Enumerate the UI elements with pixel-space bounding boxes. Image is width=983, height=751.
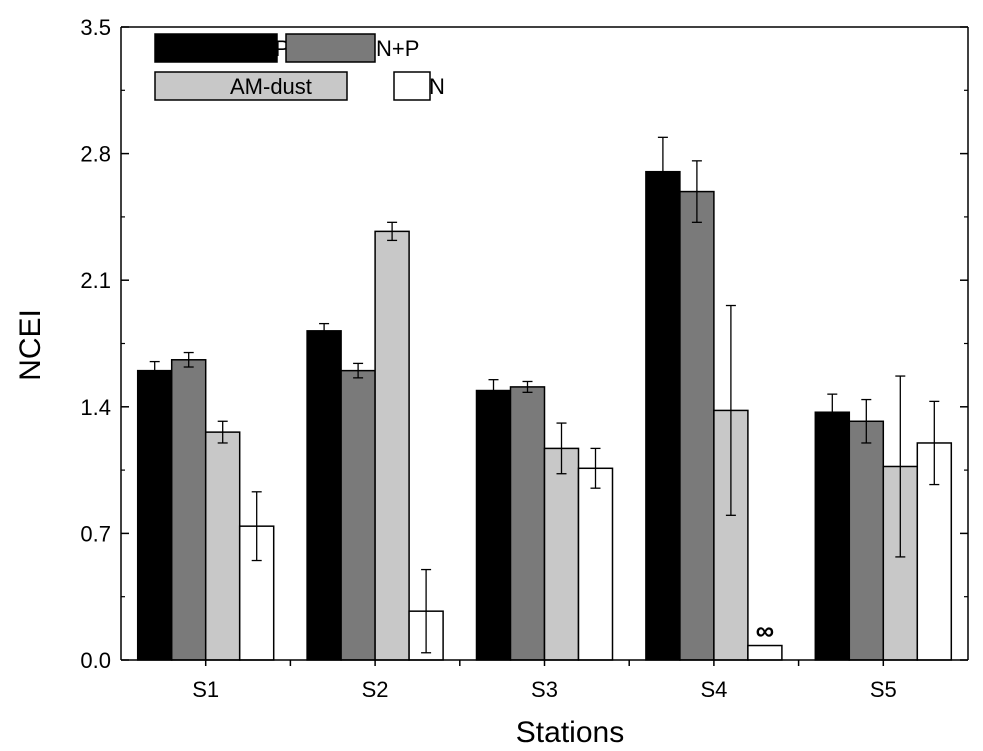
bar-s5-n-p-fe [814, 411, 851, 661]
y-tick-label: 2.1 [80, 268, 111, 293]
axes-layer: 0.0 0.7 1.4 2.1 2.8 3.5 S1 S2 S3 S4 S5 [80, 15, 969, 702]
y-tick-label: 0.0 [80, 648, 111, 673]
y-tick-label: 3.5 [80, 15, 111, 40]
bar-s5-n-p [848, 420, 885, 661]
legend-label: N+P [376, 36, 419, 61]
legend-swatch-n-p [285, 33, 376, 63]
x-tick-label: S1 [192, 677, 219, 702]
legend-swatch-n-p-fe [154, 33, 278, 63]
x-axis-title: Stations [516, 716, 624, 749]
bar-s1-am-dust [204, 431, 241, 661]
y-tick-label: 2.8 [80, 142, 111, 167]
x-tick-label: S5 [870, 677, 897, 702]
bar-s4-n-p-fe [645, 170, 681, 661]
infinity-annotation: ∞ [756, 616, 775, 646]
y-tick-label: 1.4 [80, 395, 111, 420]
bar-s4-n [747, 644, 783, 661]
bar-s2-n-p-fe [306, 330, 342, 661]
bar-s1-n-p [170, 359, 207, 661]
x-tick-label: S3 [531, 677, 558, 702]
legend-label: AM-dust [230, 74, 312, 99]
bar-s3-n-p-fe [475, 389, 512, 661]
x-tick-label: S4 [700, 677, 727, 702]
y-axis-title: NCEI [14, 309, 47, 381]
bar-s1-n-p-fe [136, 369, 173, 661]
bar-s2-n-p [340, 369, 376, 661]
bar-s4-n-p [679, 190, 715, 661]
bars-layer: ∞ [136, 136, 953, 661]
legend-swatch-n [393, 71, 431, 101]
bar-s3-n [577, 467, 614, 661]
legend-swatch-am-dust [154, 71, 348, 101]
bar-s3-n-p [509, 386, 546, 661]
x-tick-label: S2 [362, 677, 389, 702]
bar-s2-am-dust [374, 230, 410, 661]
bar-s3-am-dust [543, 447, 580, 661]
y-tick-label: 0.7 [80, 521, 111, 546]
legend-label: N [429, 74, 445, 99]
